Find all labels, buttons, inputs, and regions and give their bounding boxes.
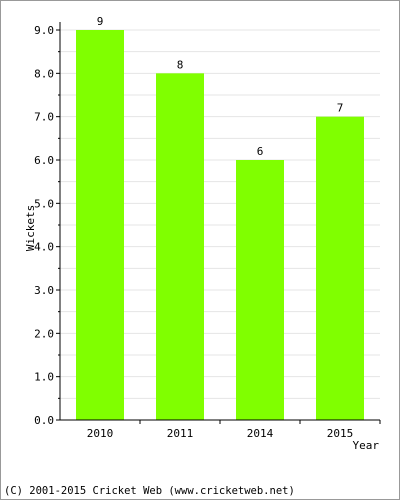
- x-tick-label: 2015: [327, 427, 354, 440]
- y-tick-label: 7.0: [34, 111, 54, 124]
- data-label: 6: [257, 145, 264, 158]
- y-axis-title: Wickets: [24, 205, 37, 251]
- bars: [76, 30, 364, 421]
- y-tick-label: 1.0: [34, 371, 54, 384]
- x-tick-label: 2011: [167, 427, 194, 440]
- y-tick-label: 0.0: [34, 414, 54, 427]
- y-tick-label: 9.0: [34, 24, 54, 37]
- y-tick-label: 2.0: [34, 327, 54, 340]
- bar: [156, 73, 204, 420]
- axes: [56, 22, 381, 424]
- bar: [76, 30, 124, 420]
- x-tick-label: 2010: [87, 427, 114, 440]
- y-tick-label: 5.0: [34, 197, 54, 210]
- data-label: 9: [97, 15, 104, 28]
- x-axis-title: Year: [353, 439, 380, 452]
- y-tick-label: 3.0: [34, 284, 54, 297]
- copyright-text: (C) 2001-2015 Cricket Web (www.cricketwe…: [4, 485, 295, 497]
- y-tick-label: 4.0: [34, 241, 54, 254]
- x-tick-label: 2014: [247, 427, 274, 440]
- bar: [316, 116, 364, 421]
- y-tick-label: 6.0: [34, 154, 54, 167]
- bar: [236, 160, 284, 420]
- labels: 9 2010 8 2011 6 2014 7 2015 0.0 1.0 2.0 3.0 4.0 5.0 6.…: [34, 15, 353, 440]
- y-tick-label: 8.0: [34, 67, 54, 80]
- data-label: 7: [337, 102, 344, 115]
- data-label: 8: [177, 58, 184, 71]
